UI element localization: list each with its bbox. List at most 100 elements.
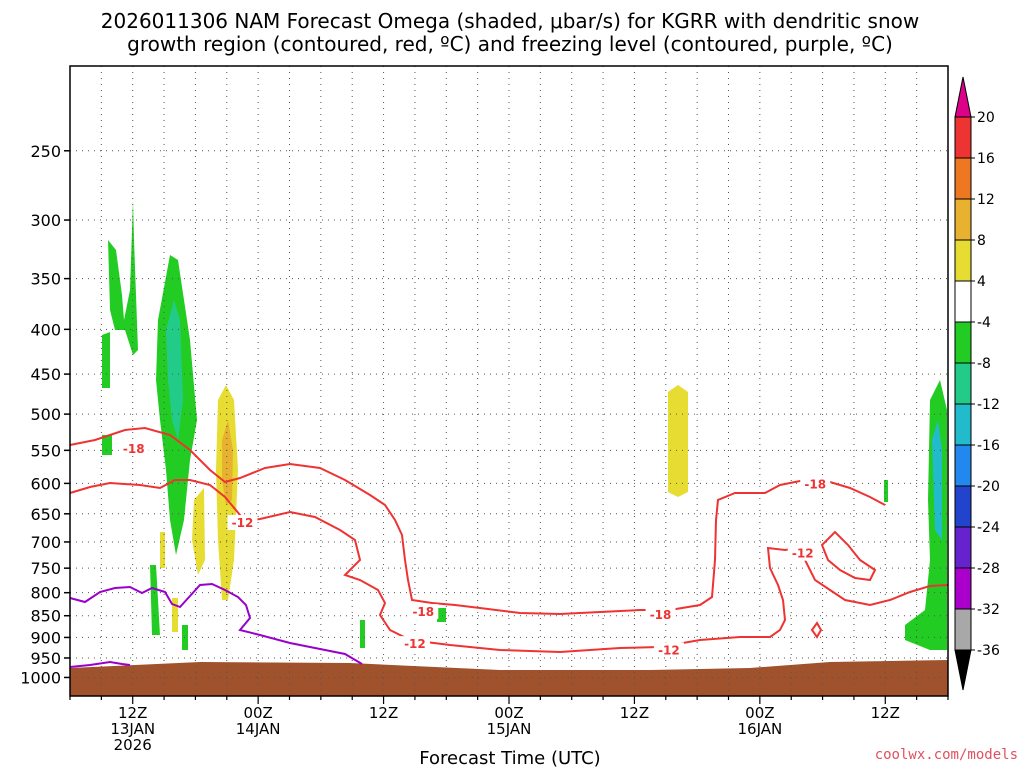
contour-label-2: -18 [412,605,434,619]
contour-label-bg-3 [399,636,430,652]
freezing-level-lower [69,660,131,668]
chart-title-line-2: growth region (contoured, red, ºC) and f… [127,32,893,56]
x-tick-label-5-2: 16JAN [737,720,782,738]
colorbar-segment-12 [954,608,972,651]
omega-area-orange-1 [222,420,233,505]
y-tick-label-550: 550 [30,441,61,460]
y-tick-label-850: 850 [30,607,61,626]
x-tick-label-0-1: 12Z [118,704,147,722]
y-tick-label-900: 900 [30,628,61,647]
freezing-level-upper [69,582,363,665]
y-tick-label-650: 650 [30,505,61,524]
colorbar-segment-7 [954,403,972,446]
y-tick-label-400: 400 [30,320,61,339]
omega-area-green-2 [102,332,110,388]
contour-label-bg-1 [227,515,258,531]
x-tick-label-1-1: 00Z [243,704,272,722]
colorbar-label-5: -4 [977,315,991,331]
x-tick-label-3-2: 15JAN [487,720,532,738]
contour-label-bg-6 [800,476,831,492]
colorbar-segment-8 [954,444,972,487]
credit-text: coolwx.com/models [875,747,1018,763]
x-tick-label-3-1: 00Z [494,704,523,722]
colorbar-label-12: -32 [977,602,1000,618]
colorbar-label-11: -28 [977,561,1000,577]
y-tick-label-1000: 1000 [20,668,61,687]
y-tick-label-750: 750 [30,559,61,578]
chart-title-line-1: 2026011306 NAM Forecast Omega (shaded, μ… [101,9,919,33]
colorbar-label-4: 4 [977,274,986,290]
contour-label-7: -12 [792,547,814,561]
y-tick-label-600: 600 [30,474,61,493]
colorbar-label-6: -8 [977,356,991,372]
colorbar-label-10: -24 [977,520,1000,536]
contour-label-3: -12 [404,637,426,651]
colorbar-bottom-arrow [954,649,972,691]
x-tick-label-2-1: 12Z [369,704,398,722]
x-tick-label-6-1: 12Z [871,704,900,722]
y-tick-label-500: 500 [30,405,61,424]
y-tick-label-950: 950 [30,649,61,668]
x-tick-label-5-1: 00Z [745,704,774,722]
colorbar-segment-1 [954,157,972,200]
x-tick-label-1-2: 14JAN [236,720,281,738]
omega-area-green-5 [150,565,160,635]
x-tick-label-0-2: 13JAN [110,720,155,738]
contour-label-1: -12 [232,516,254,530]
colorbar-segment-4 [954,280,972,323]
omega-area-cyan-1 [166,300,183,440]
omega-area-yellow-2 [192,488,205,575]
freezing-level-contours [69,582,363,668]
omega-area-green-9 [884,480,888,502]
colorbar-label-9: -20 [977,479,1000,495]
x-tick-label-0-3: 2026 [114,736,152,754]
omega-area-green-1 [108,200,138,355]
gridlines [69,66,949,696]
contour-label-0: -18 [123,442,145,456]
colorbar-segment-0 [954,116,972,159]
contour-label-4: -18 [650,608,672,622]
colorbar-label-13: -36 [977,643,1000,659]
colorbar-label-8: -16 [977,438,1000,454]
contour-label-5: -12 [658,643,680,657]
y-tick-label-350: 350 [30,270,61,289]
plot-area [70,66,948,696]
contour-label-bg-2 [408,604,439,620]
colorbar-top-arrow [954,76,972,118]
colorbar-label-7: -12 [977,397,1000,413]
contour-label-bg-5 [653,642,684,658]
contour-minus-18-left [69,426,886,616]
contour-label-bg-7 [787,545,818,561]
contour-small-loop [810,621,823,639]
contour-label-bg-4 [645,606,676,622]
omega-area-yellow-5 [668,385,688,497]
omega-area-green-3 [102,435,112,455]
contour-minus-12-loop [820,530,877,582]
y-tick-label-300: 300 [30,211,61,230]
colorbar-label-0: 20 [977,110,995,126]
omega-area-yellow-4 [172,598,178,632]
colorbar-segment-2 [954,198,972,241]
colorbar-label-3: 8 [977,233,986,249]
colorbar-segment-3 [954,239,972,282]
y-tick-label-700: 700 [30,533,61,552]
colorbar-segment-6 [954,362,972,405]
colorbar-label-1: 16 [977,151,995,167]
y-tick-label-250: 250 [30,142,61,161]
omega-area-yellow-3 [160,532,165,568]
y-tick-label-450: 450 [30,365,61,384]
colorbar-segment-9 [954,485,972,528]
x-tick-label-4-1: 12Z [620,704,649,722]
contour-labels: -18 -12 -18 -12 -18 -12 -18 -12 [118,440,831,658]
colorbar-segment-10 [954,526,972,569]
contour-label-bg-0 [118,440,149,456]
colorbar-segment-11 [954,567,972,610]
x-axis-title: Forecast Time (UTC) [419,748,600,768]
y-tick-label-800: 800 [30,584,61,603]
y-axis: 250 300 350 400 450 500 550 600 650 700 750 800 850 9… [20,142,70,687]
omega-area-green-8 [437,608,446,622]
omega-area-green-7 [360,620,365,648]
contour-label-6: -18 [804,478,826,492]
